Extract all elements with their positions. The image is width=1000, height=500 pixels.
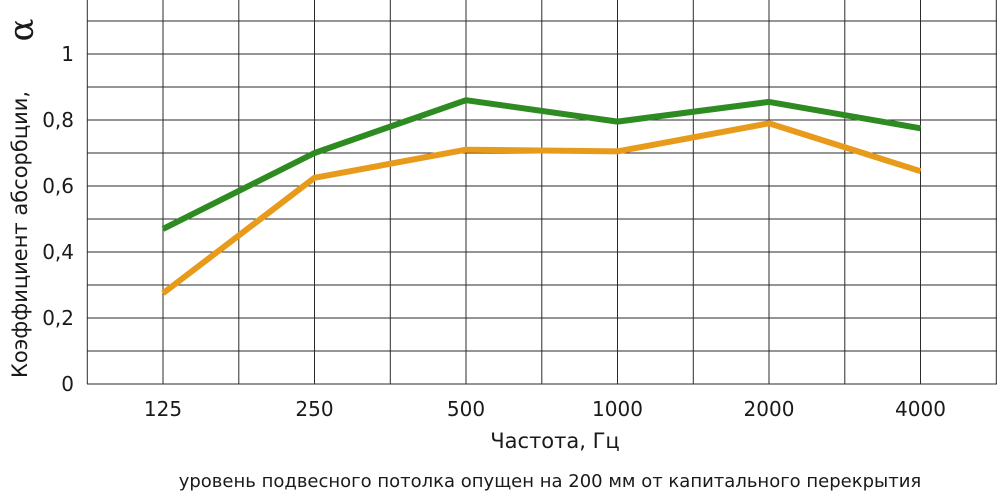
series-lines xyxy=(161,97,922,296)
x-tick-label: 2000 xyxy=(744,397,795,421)
y-axis-title: Коэффициент абсорбции, xyxy=(8,91,32,378)
x-tick-label: 125 xyxy=(144,397,182,421)
y-tick-label: 0,2 xyxy=(42,306,74,330)
x-tick-label: 250 xyxy=(295,397,333,421)
x-tick-label: 4000 xyxy=(895,397,946,421)
y-tick-label: 0,6 xyxy=(42,174,74,198)
grid xyxy=(86,0,997,385)
y-tick-label: 1 xyxy=(61,42,74,66)
y-axis-label: Коэффициент абсорбции, xyxy=(8,91,32,378)
y-tick-label: 0,8 xyxy=(42,108,74,132)
chart-note: уровень подвесного потолка опущен на 200… xyxy=(179,471,922,492)
y-axis-symbol-group: α xyxy=(2,18,42,41)
series-line-2 xyxy=(161,120,922,296)
y-tick-label: 0 xyxy=(61,372,74,396)
x-axis-label: Частота, Гц xyxy=(490,429,619,453)
x-tick-label: 1000 xyxy=(592,397,643,421)
x-tick-labels: 125 250 500 1000 2000 4000 xyxy=(144,397,946,421)
series-line-1 xyxy=(161,97,922,232)
x-tick-label: 500 xyxy=(447,397,485,421)
y-tick-labels: 0 0,2 0,4 0,6 0,8 1 xyxy=(42,42,74,396)
y-axis-symbol: α xyxy=(2,18,42,41)
y-tick-label: 0,4 xyxy=(42,240,74,264)
